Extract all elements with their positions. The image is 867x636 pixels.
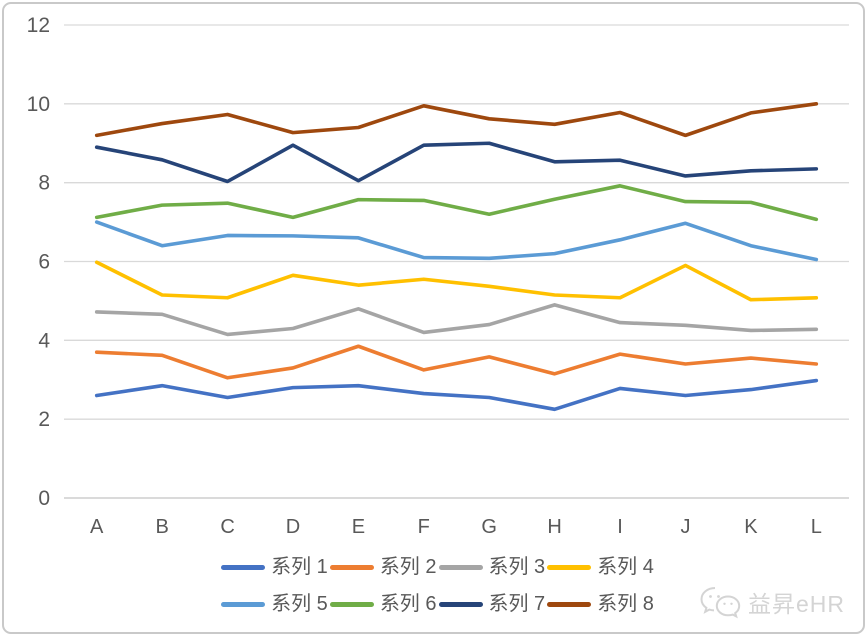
legend-label: 系列 4 [597,556,654,578]
watermark: 益昇eHR [698,585,845,619]
series-line-3 [94,303,819,337]
legend-row: 系列 1 系列 2 系列 3 系列 4 [220,553,655,581]
legend-swatch [438,601,483,607]
y-tick-label: 12 [27,14,50,37]
legend-item[interactable]: 系列 1 [221,553,328,581]
legend-item[interactable]: 系列 5 [221,590,328,618]
x-tick-label: K [744,516,758,538]
x-tick-label: H [547,516,561,538]
series-line-5 [94,220,819,262]
legend-item[interactable]: 系列 6 [329,590,437,618]
legend-item[interactable]: 系列 8 [547,590,654,618]
wechat-icon [700,587,741,619]
x-tick-label: A [90,516,104,538]
series-line-8 [94,102,819,138]
line-chart: 0 2 4 6 8 10 12 A B C D E F G H I J K L [27,14,849,538]
legend-label: 系列 1 [271,556,328,578]
series-line-2 [94,344,819,380]
series-line-4 [94,260,819,302]
x-tick-label: L [811,516,822,538]
series-line-7 [94,141,819,184]
y-tick-label: 4 [38,329,50,352]
legend-swatch [547,564,592,570]
x-tick-label: G [481,516,497,538]
legend-label: 系列 5 [271,593,328,615]
legend-item[interactable]: 系列 3 [438,553,546,581]
series-line-6 [94,184,819,222]
y-tick-label: 10 [27,93,50,116]
legend-swatch [221,601,266,607]
legend-swatch [438,564,483,570]
y-tick-label: 0 [38,487,50,510]
x-tick-label: F [418,516,430,538]
legend-label: 系列 8 [597,593,654,615]
legend-label: 系列 3 [488,556,546,578]
x-tick-label: D [286,516,300,538]
x-tick-label: J [680,516,690,538]
legend-item[interactable]: 系列 4 [547,553,654,581]
x-tick-label: C [220,516,234,538]
x-tick-label: B [155,516,168,538]
x-tick-label: E [352,516,365,538]
y-tick-label: 6 [38,251,50,274]
y-tick-label: 2 [38,408,50,431]
legend-row: 系列 5 系列 6 系列 7 系列 8 [220,590,655,618]
legend-label: 系列 2 [379,556,437,578]
legend-item[interactable]: 系列 7 [438,590,546,618]
legend-swatch [329,601,374,607]
legend-swatch [329,564,374,570]
legend-swatch [547,601,592,607]
legend-item[interactable]: 系列 2 [329,553,437,581]
x-tick-label: I [617,516,623,538]
series-line-1 [94,378,819,412]
watermark-text: 益昇eHR [747,591,845,617]
legend-label: 系列 7 [488,593,546,615]
legend-label: 系列 6 [379,593,437,615]
chart-legend: 系列 1 系列 2 系列 3 系列 4 系列 5 系列 6 系列 7 系列 8 [4,553,867,618]
legend-swatch [221,564,266,570]
y-tick-label: 8 [38,172,50,195]
